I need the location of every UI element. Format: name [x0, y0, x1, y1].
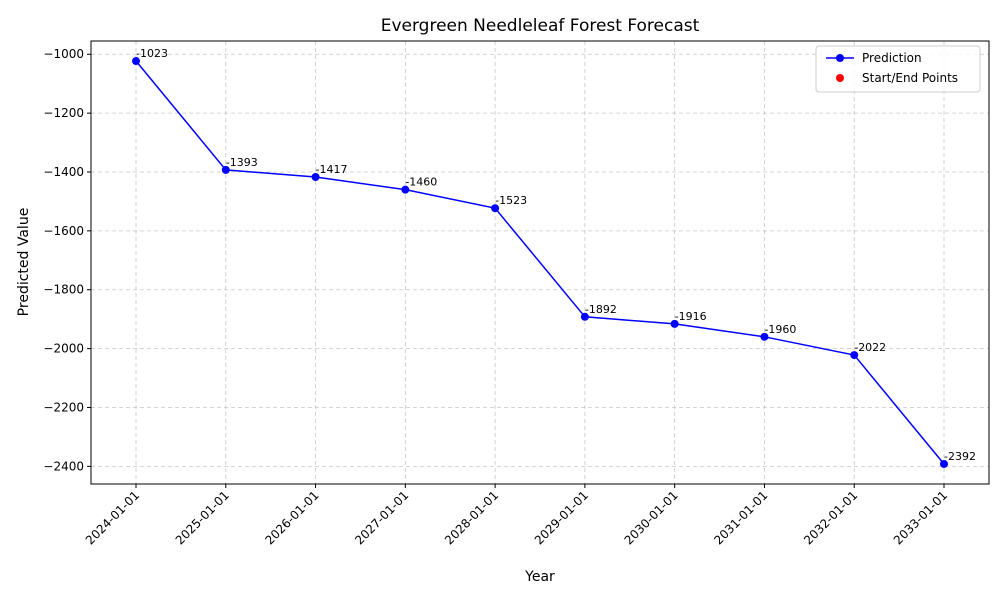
axes-layer: −1000 −1200 −1400 −1600 −1800 −2000 −2200 −2400… — [43, 40, 990, 547]
x-tick-label: 2024-01-01 — [83, 488, 142, 547]
legend-swatch-marker — [836, 74, 844, 82]
series-line — [135, 60, 945, 465]
y-tick-label: −2000 — [43, 342, 84, 356]
y-tick-label: −1400 — [43, 165, 84, 179]
x-tick-label: 2025-01-01 — [173, 488, 232, 547]
data-point — [580, 312, 589, 321]
data-label: -1460 — [405, 176, 437, 189]
x-tick-label: 2026-01-01 — [262, 488, 321, 547]
y-tick-label: −1200 — [43, 106, 84, 120]
legend-swatch-marker — [836, 54, 844, 62]
x-tick-label: 2031-01-01 — [711, 488, 770, 547]
data-label: -1916 — [675, 310, 707, 323]
x-tick-label: 2030-01-01 — [622, 488, 681, 547]
data-label: -1523 — [495, 194, 527, 207]
data-point — [311, 172, 320, 181]
x-tick-label: 2029-01-01 — [532, 488, 591, 547]
x-tick-label: 2033-01-01 — [891, 488, 950, 547]
y-tick-label: −1000 — [43, 47, 84, 61]
data-point — [401, 185, 410, 194]
data-label: -1023 — [136, 47, 168, 60]
data-label: -1393 — [226, 156, 258, 169]
data-label: -1417 — [316, 163, 348, 176]
data-point — [940, 459, 948, 468]
grid-layer — [91, 41, 989, 484]
x-axis-title: Year — [524, 569, 555, 585]
series-layer — [132, 57, 948, 468]
data-label: -1960 — [764, 323, 796, 336]
x-tick-label: 2028-01-01 — [442, 488, 501, 547]
x-tick-label: 2032-01-01 — [801, 488, 860, 547]
data-point — [132, 57, 140, 66]
y-tick-label: −1600 — [43, 224, 84, 238]
data-label: -2392 — [944, 450, 976, 463]
data-label: -2022 — [854, 341, 886, 354]
legend-label: Start/End Points — [862, 71, 958, 85]
legend: Prediction Start/End Points — [815, 45, 981, 93]
y-axis-title: Predicted Value — [16, 208, 32, 317]
data-point — [760, 332, 769, 341]
data-point — [221, 165, 230, 174]
data-point — [491, 204, 500, 213]
y-tick-label: −2400 — [43, 459, 84, 473]
legend-box — [815, 45, 981, 93]
plot-frame — [90, 40, 990, 485]
y-tick-label: −1800 — [43, 283, 84, 297]
data-labels-layer: -1023 -1393 -1417 -1460 -1523 -1892 -1916 -1960… — [136, 47, 976, 463]
legend-label: Prediction — [862, 51, 922, 65]
chart-title: Evergreen Needleleaf Forest Forecast — [381, 16, 700, 36]
data-label: -1892 — [585, 303, 617, 316]
data-point — [670, 319, 679, 328]
data-point — [850, 351, 859, 360]
y-tick-label: −2200 — [43, 400, 84, 414]
x-tick-label: 2027-01-01 — [352, 488, 411, 547]
